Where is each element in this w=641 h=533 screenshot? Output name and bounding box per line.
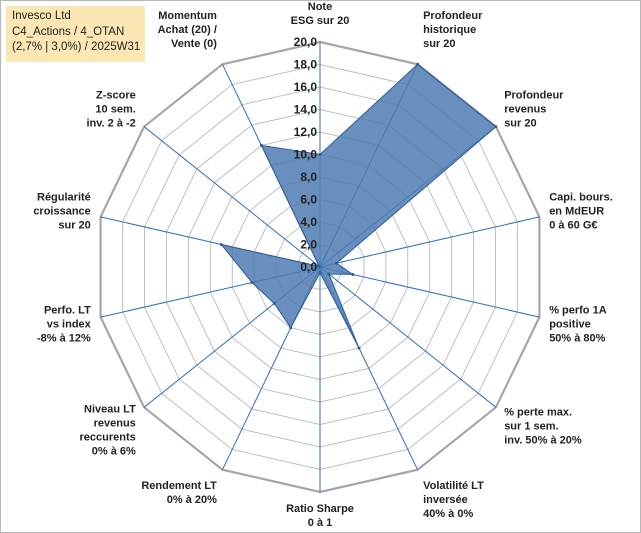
axis-label: Ratio Sharpe 0 à 1 [286,503,354,529]
axis-label-line: Niveau LT [84,404,136,416]
data-point [289,326,293,330]
tick-label: 2,0 [300,238,317,252]
axis-label-line: Régularité [37,192,91,204]
tick-label: 20,0 [294,35,318,49]
axis-label-line: ESG sur 20 [291,15,350,27]
tick-label: 0,0 [300,260,317,274]
axis-label-line: 0% à 20% [167,494,217,506]
axis-label-line: 0% à 6% [92,446,136,458]
axis-spoke [143,126,321,268]
axis-label-line: 50% à 80% [549,333,605,345]
axis-label-line: croissance [33,206,90,218]
data-point [250,281,254,284]
data-point [327,272,331,276]
axis-label-line: Momentum [158,10,217,22]
axis-label-line: historique [423,24,476,36]
axis-spoke [319,216,540,268]
axis-label: Momentum Achat (20) / Vente (0) [158,10,218,50]
axis-label-line: Capi. bours. [549,192,613,204]
tick-label: 18,0 [294,58,318,72]
axis-label-line: sur 20 [504,118,536,130]
tick-labels: 0,0 2,0 4,0 6,0 8,0 10,0 12,0 14,0 16,0 18,0 20,0 [294,35,318,274]
axis-label-line: Rendement LT [141,480,217,492]
axis-label-line: 0 à 1 [308,517,332,529]
axis-label-line: inversée [423,494,468,506]
axis-label-line: Vente (0) [171,38,217,50]
data-point [259,143,263,147]
axis-label-line: 40% à 0% [423,508,473,520]
axis-label: % perfo 1A positive 50% à 80% [549,305,607,345]
axis-label: Niveau LT revenus reccurents 0% à 6% [80,404,137,458]
tick-label: 14,0 [294,103,318,117]
axis-spoke [319,266,497,408]
axis-label-line: Achat (20) / [158,24,217,36]
axis-label-line: % perfo 1A [549,305,607,317]
axis-label-line: 0 à 60 G€ [549,220,597,232]
axis-label-line: Z-score [96,90,136,102]
axis-label-line: sur 1 sem. [504,420,558,432]
axis-label-line: % perte max. [504,406,572,418]
axis-label-line: 10 sem. [95,104,135,116]
axis-label: Profondeur revenus sur 20 [504,90,564,130]
axis-spoke [319,266,540,318]
axis-label-line: Ratio Sharpe [286,503,354,515]
tick-label: 12,0 [294,125,318,139]
tick-label: 10,0 [294,148,318,162]
tick-label: 4,0 [300,215,317,229]
axis-label: % perte max. sur 1 sem. inv. 50% à 20% [504,406,582,446]
axis-labels: Note ESG sur 20 Profondeur historique sur 20… [33,1,612,529]
data-point [416,62,420,66]
info-category: C4_Actions / 4_OTAN [12,25,125,38]
axis-label-line: Profondeur [504,90,564,102]
axis-label-line: Note [308,1,332,13]
data-point [335,261,338,265]
axis-label-line: Profondeur [423,10,483,22]
tick-label: 6,0 [300,193,317,207]
axis-label-line: Volatilité LT [423,480,484,492]
data-point [318,153,322,156]
axis-label: Capi. bours. en MdEUR 0 à 60 G€ [549,192,613,232]
data-point [318,271,322,275]
axis-label-line: inv. 50% à 20% [504,434,582,446]
axis-label-line: sur 20 [423,38,455,50]
tick-label: 8,0 [300,170,317,184]
axis-label-line: revenus [94,418,136,430]
tick-label: 16,0 [294,80,318,94]
axis-label-line: reccurents [80,432,136,444]
axis-label: Note ESG sur 20 [291,1,350,27]
axis-label: Régularité croissance sur 20 [33,192,90,232]
axis-label-line: positive [549,319,591,331]
data-point [351,273,355,276]
info-company: Invesco Ltd [12,10,71,22]
data-point [272,302,276,305]
axis-label-line: en MdEUR [549,206,604,218]
axis-label: Perfo. LT vs index -8% à 12% [37,305,92,345]
series-area [220,63,497,349]
axis-label-line: -8% à 12% [37,333,91,345]
axis-label: Rendement LT 0% à 20% [141,480,217,506]
axis-label-line: vs index [47,319,92,331]
data-point [317,264,321,268]
axis-label: Volatilité LT inversée 40% à 0% [423,480,484,520]
data-point [494,125,498,129]
info-period: (2,7% | 3,0%) / 2025W31 [12,41,141,53]
info-box: Invesco Ltd C4_Actions / 4_OTAN (2,7% | … [6,6,145,62]
data-point [357,346,361,350]
axis-label-line: inv. 2 à -2 [86,118,135,130]
axis-label-line: revenus [504,104,546,116]
data-point [219,243,223,246]
axis-label: Z-score 10 sem. inv. 2 à -2 [86,90,135,130]
axis-label-line: Perfo. LT [44,305,91,317]
series-layer [219,62,498,350]
axis-label-line: sur 20 [58,220,90,232]
axis-label: Profondeur historique sur 20 [423,10,483,50]
